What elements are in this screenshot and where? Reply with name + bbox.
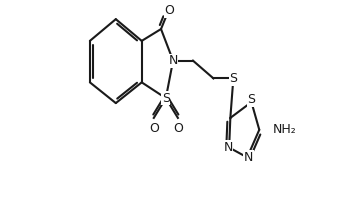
Text: S: S — [248, 93, 256, 107]
Text: S: S — [230, 72, 237, 85]
Text: NH₂: NH₂ — [273, 123, 296, 136]
Text: N: N — [244, 151, 253, 164]
Text: N: N — [223, 141, 233, 154]
Text: O: O — [164, 4, 174, 17]
Text: N: N — [168, 54, 178, 67]
Text: O: O — [173, 122, 183, 135]
Text: S: S — [162, 92, 170, 105]
Text: O: O — [149, 122, 159, 135]
